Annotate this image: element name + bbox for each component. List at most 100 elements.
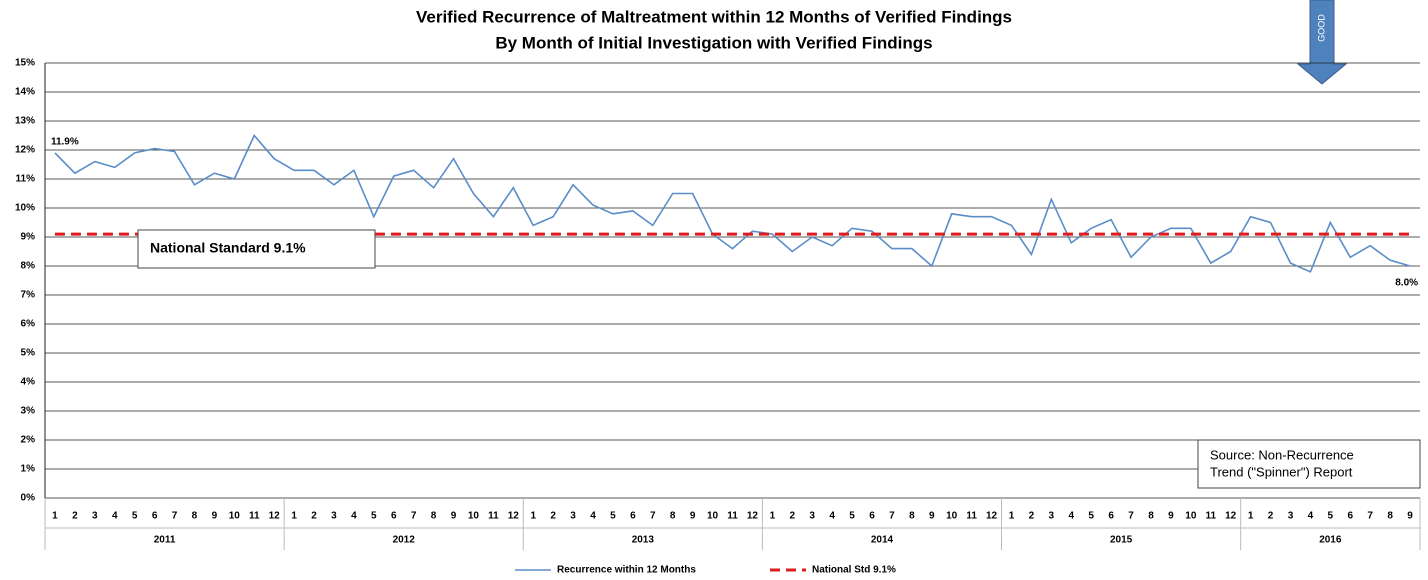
x-tick-label: 2 — [72, 511, 78, 522]
x-tick-label: 2 — [550, 511, 556, 522]
series-line — [54, 134, 1411, 273]
x-tick-label: 5 — [1328, 511, 1334, 522]
y-tick-label: 2% — [21, 435, 36, 446]
x-tick-label: 4 — [112, 511, 118, 522]
x-tick-label: 8 — [1148, 511, 1154, 522]
data-label: 8.0% — [1395, 278, 1418, 289]
y-tick-label: 6% — [21, 319, 36, 330]
x-tick-label: 9 — [212, 511, 218, 522]
x-tick-label: 2 — [790, 511, 796, 522]
legend-label: Recurrence within 12 Months — [557, 565, 696, 576]
y-tick-label: 7% — [21, 290, 36, 301]
year-label: 2012 — [393, 535, 416, 546]
x-tick-label: 5 — [610, 511, 616, 522]
x-tick-label: 4 — [829, 511, 835, 522]
x-tick-label: 4 — [1068, 511, 1074, 522]
x-tick-label: 7 — [172, 511, 178, 522]
y-tick-label: 10% — [15, 203, 35, 214]
x-tick-label: 3 — [1288, 511, 1294, 522]
annotation: National Standard 9.1% — [150, 240, 306, 256]
x-tick-label: 11 — [1205, 511, 1216, 522]
x-tick-label: 12 — [508, 511, 520, 522]
x-tick-label: 7 — [889, 511, 895, 522]
source-text: Source: Non-Recurrence — [1210, 447, 1354, 462]
data-label: 11.9% — [51, 137, 79, 148]
x-tick-label: 3 — [570, 511, 576, 522]
arrow-label: GOOD — [1316, 14, 1326, 42]
x-tick-label: 9 — [929, 511, 935, 522]
x-tick-label: 10 — [707, 511, 719, 522]
y-tick-label: 14% — [15, 87, 35, 98]
year-label: 2013 — [632, 535, 655, 546]
x-tick-label: 1 — [291, 511, 297, 522]
x-tick-label: 9 — [451, 511, 457, 522]
y-tick-label: 9% — [21, 232, 36, 243]
x-tick-label: 8 — [909, 511, 915, 522]
x-tick-label: 1 — [1009, 511, 1015, 522]
x-tick-label: 8 — [192, 511, 198, 522]
source-box — [1197, 439, 1421, 489]
x-tick-label: 1 — [770, 511, 776, 522]
x-tick-label: 1 — [52, 511, 58, 522]
year-label: 2014 — [871, 535, 894, 546]
x-tick-label: 5 — [132, 511, 138, 522]
x-tick-label: 6 — [869, 511, 875, 522]
chart-subtitle: By Month of Initial Investigation with V… — [495, 33, 932, 52]
x-tick-label: 10 — [946, 511, 958, 522]
x-tick-label: 5 — [849, 511, 855, 522]
x-tick-label: 8 — [670, 511, 676, 522]
y-tick-label: 5% — [21, 348, 36, 359]
x-tick-label: 12 — [1225, 511, 1237, 522]
x-tick-label: 7 — [411, 511, 417, 522]
x-tick-label: 6 — [152, 511, 158, 522]
y-tick-label: 11% — [16, 174, 36, 185]
x-tick-label: 3 — [331, 511, 337, 522]
year-label: 2011 — [154, 535, 176, 546]
y-tick-label: 13% — [15, 116, 35, 127]
x-tick-label: 9 — [690, 511, 696, 522]
chart-title: Verified Recurrence of Maltreatment with… — [416, 7, 1012, 26]
x-tick-label: 4 — [351, 511, 357, 522]
x-tick-label: 7 — [650, 511, 656, 522]
x-tick-label: 9 — [1407, 511, 1413, 522]
x-tick-label: 5 — [1088, 511, 1094, 522]
x-tick-label: 6 — [1347, 511, 1353, 522]
x-tick-label: 9 — [1168, 511, 1174, 522]
x-tick-label: 3 — [809, 511, 815, 522]
x-tick-label: 6 — [1108, 511, 1114, 522]
x-tick-label: 7 — [1128, 511, 1134, 522]
x-tick-label: 11 — [249, 511, 260, 522]
x-tick-label: 7 — [1367, 511, 1373, 522]
legend-label: National Std 9.1% — [812, 565, 896, 576]
x-tick-label: 2 — [311, 511, 317, 522]
x-tick-label: 10 — [1185, 511, 1197, 522]
x-tick-label: 3 — [1049, 511, 1055, 522]
x-tick-label: 11 — [488, 511, 499, 522]
x-tick-label: 11 — [966, 511, 977, 522]
annotation-box — [137, 229, 376, 269]
y-tick-label: 15% — [15, 58, 35, 69]
x-tick-label: 1 — [530, 511, 536, 522]
x-tick-label: 2 — [1268, 511, 1274, 522]
y-tick-label: 4% — [21, 377, 36, 388]
x-tick-label: 8 — [431, 511, 437, 522]
x-tick-label: 12 — [747, 511, 759, 522]
x-tick-label: 4 — [1308, 511, 1314, 522]
good-arrow: GOOD — [1296, 0, 1348, 85]
x-tick-label: 12 — [986, 511, 998, 522]
source-text: Trend ("Spinner") Report — [1210, 464, 1353, 479]
year-label: 2016 — [1319, 535, 1342, 546]
x-tick-label: 8 — [1387, 511, 1393, 522]
x-tick-label: 10 — [229, 511, 241, 522]
x-tick-label: 4 — [590, 511, 596, 522]
x-tick-label: 10 — [468, 511, 480, 522]
y-tick-label: 12% — [15, 145, 35, 156]
x-tick-label: 6 — [391, 511, 397, 522]
x-tick-label: 12 — [269, 511, 281, 522]
y-tick-label: 3% — [21, 406, 36, 417]
x-tick-label: 1 — [1248, 511, 1254, 522]
y-tick-label: 8% — [21, 261, 36, 272]
y-tick-label: 1% — [21, 464, 36, 475]
x-tick-label: 6 — [630, 511, 636, 522]
